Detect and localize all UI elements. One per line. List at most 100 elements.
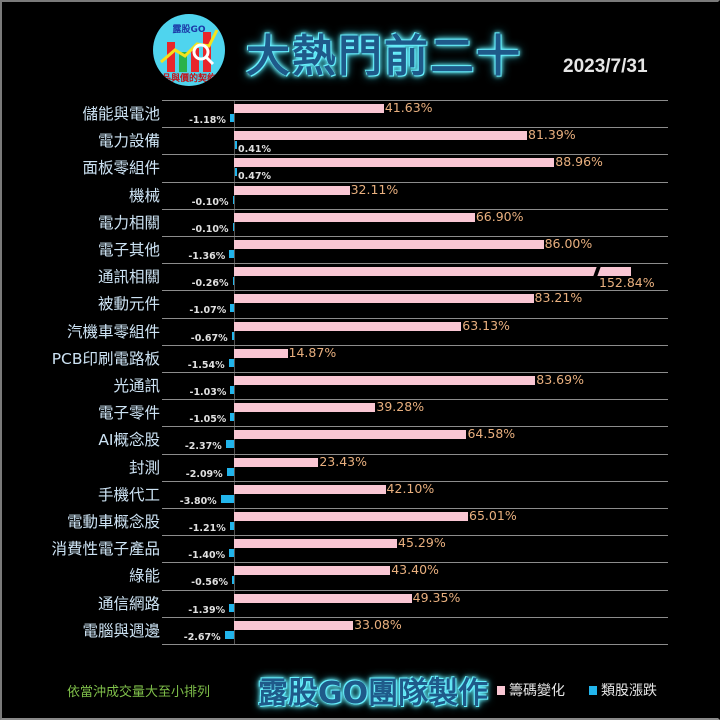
sector-change-bar: [231, 331, 234, 340]
chip-change-value: 43.40%: [391, 562, 439, 578]
sector-change-value: -3.80%: [179, 495, 217, 507]
sector-change-value: 0.41%: [238, 144, 271, 156]
category-label: 綠能: [128, 567, 160, 586]
chart-row: 電力設備 81.39% 0.41%: [0, 127, 720, 156]
category-label: 通訊相關: [97, 268, 160, 287]
chip-change-bar: [234, 185, 350, 195]
chip-change-value: 152.84%: [599, 275, 655, 291]
chart-row: 電子零件 39.28% -1.05%: [0, 399, 720, 426]
sector-change-value: 0.47%: [238, 171, 271, 183]
chart-date: 2023/7/31: [563, 56, 648, 77]
sector-change-value: -0.10%: [191, 223, 229, 235]
sector-change-value: -1.18%: [188, 115, 226, 126]
chip-change-value: 64.58%: [467, 426, 516, 442]
category-label: 電力設備: [97, 132, 160, 151]
chart-row: 手機代工 42.10% -3.80%: [0, 480, 720, 508]
gridline: [162, 290, 668, 292]
chip-change-value: 88.96%: [555, 154, 603, 170]
category-label: 面板零組件: [82, 159, 160, 178]
chip-change-bar: [234, 512, 469, 521]
chart-row: AI概念股 64.58% -2.37%: [0, 426, 720, 453]
chart-row: PCB印刷電路板 14.87% -1.54%: [0, 344, 720, 372]
logo-bottom-text: 品與價的契約: [161, 74, 216, 84]
sort-note: 依當沖成交量大至小排列: [67, 685, 211, 700]
gridline: [162, 236, 668, 237]
category-label: 消費性電子產品: [51, 540, 160, 559]
chip-change-bar: [234, 593, 412, 603]
chart-row: 面板零組件 88.96% 0.47%: [0, 154, 720, 183]
legend-item-chip-change: 籌碼變化: [497, 680, 565, 700]
gridline: [162, 426, 668, 428]
gridline: [162, 344, 668, 346]
gridline: [162, 399, 668, 401]
sector-change-bar: [235, 141, 237, 150]
chip-change-value: 23.43%: [319, 453, 368, 469]
logo-bar: [167, 42, 175, 72]
sector-change-bar: [225, 440, 234, 449]
chip-change-bar: [234, 212, 475, 222]
brand-logo: 露股GO 品與價的契約: [153, 14, 225, 86]
sector-change-value: -2.67%: [183, 631, 221, 643]
chip-change-value: 83.21%: [534, 290, 583, 306]
chart-row: 被動元件 83.21% -1.07%: [0, 290, 720, 317]
trend-arrow-icon: [160, 29, 219, 66]
sector-change-bar: [232, 576, 234, 585]
category-label: AI概念股: [98, 431, 160, 450]
chip-change-bar: [234, 430, 467, 440]
category-label: 儲能與電池: [82, 105, 160, 123]
chip-change-value: 63.13%: [462, 317, 510, 333]
sector-change-value: -0.10%: [191, 196, 229, 208]
chip-change-value: 86.00%: [544, 236, 593, 251]
gridline: [162, 127, 668, 129]
chip-change-bar: [234, 484, 386, 494]
chart-row: 儲能與電池 41.63% -1.18%: [0, 100, 720, 127]
sector-change-value: -1.36%: [188, 251, 226, 262]
chart-row: 電子其他 86.00% -1.36%: [0, 236, 720, 263]
chip-change-value: 33.08%: [354, 616, 402, 632]
category-label: 電子零件: [97, 404, 160, 423]
chip-change-bar: [234, 566, 391, 576]
category-label: 光通訊: [113, 377, 160, 395]
category-label: 機械: [128, 186, 160, 205]
gridline: [162, 589, 668, 591]
legend-label: 類股漲跌: [601, 683, 657, 699]
sector-change-value: -1.21%: [188, 523, 226, 534]
chip-change-bar: [234, 376, 536, 385]
sector-change-value: -2.09%: [185, 468, 223, 480]
sector-change-value: -1.39%: [188, 604, 226, 616]
category-label: 封測: [128, 458, 160, 477]
sector-change-bar: [232, 222, 234, 231]
sector-change-bar: [229, 603, 234, 612]
chart-row: 通信網路 49.35% -1.39%: [0, 589, 720, 617]
gridline: [162, 644, 668, 645]
category-label: 電動車概念股: [66, 513, 160, 531]
page-title: 大熱門前二十: [246, 31, 522, 82]
sector-change-bar: [232, 277, 234, 286]
category-label: 通信網路: [97, 594, 160, 613]
chip-change-value: 39.28%: [376, 399, 425, 415]
legend-swatch-pink: [497, 685, 505, 695]
sector-change-bar: [224, 630, 234, 639]
sector-change-value: -0.67%: [190, 332, 228, 344]
chip-change-bar: [234, 294, 534, 304]
gridline: [162, 317, 668, 319]
chart-row: 通訊相關 152.84% -0.26%: [0, 263, 720, 290]
sector-change-bar: [235, 168, 237, 177]
legend-swatch-blue: [589, 685, 597, 695]
chip-change-value: 32.11%: [350, 181, 399, 197]
chip-change-bar: [234, 267, 631, 277]
bar-chart: 儲能與電池 41.63% -1.18% 電力設備 81.39% 0.41% 面板零組件 88.…: [0, 100, 720, 645]
gridline: [162, 154, 668, 156]
sector-change-bar: [232, 195, 234, 204]
sector-change-bar: [226, 467, 234, 476]
logo-top-text: 露股GO: [172, 25, 206, 35]
chip-change-value: 42.10%: [386, 480, 435, 496]
gridline: [162, 372, 668, 373]
chip-change-bar: [234, 539, 398, 549]
chip-change-bar: [234, 104, 384, 113]
chart-row: 綠能 43.40% -0.56%: [0, 562, 720, 589]
gridline: [162, 508, 668, 509]
sector-change-bar: [229, 114, 234, 122]
chart-row: 光通訊 83.69% -1.03%: [0, 372, 720, 399]
chip-change-value: 65.01%: [469, 508, 517, 523]
